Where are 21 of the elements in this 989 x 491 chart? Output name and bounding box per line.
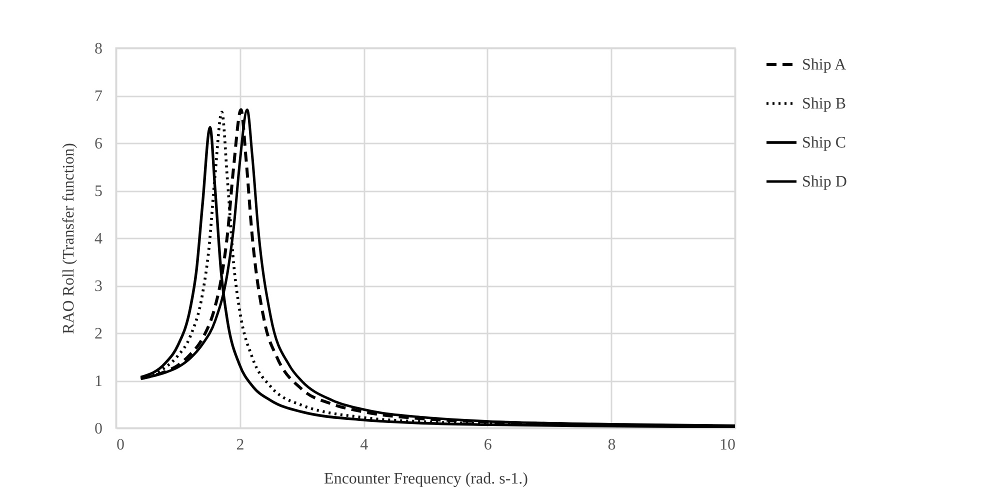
y-tick-label: 6	[94, 136, 102, 152]
x-tick-label: 4	[360, 436, 368, 454]
legend-label: Ship B	[802, 96, 846, 112]
x-axis-title: Encounter Frequency (rad. s-1.)	[324, 470, 528, 488]
y-tick-label: 0	[94, 420, 102, 438]
legend-label: Ship C	[802, 134, 846, 152]
x-tick-label: 10	[720, 436, 736, 454]
y-tick-label: 8	[94, 40, 102, 58]
y-tick-label: 7	[94, 88, 102, 105]
x-tick-label: 8	[608, 436, 616, 454]
y-tick-label: 5	[94, 183, 102, 200]
x-tick-label: 2	[236, 436, 244, 454]
y-tick-label: 1	[94, 373, 102, 390]
x-tick-label: 0	[116, 436, 124, 454]
legend-label: Ship A	[802, 56, 846, 74]
y-tick-label: 3	[94, 278, 102, 295]
legend-label: Ship D	[802, 174, 847, 190]
y-tick-label: 4	[94, 230, 102, 248]
x-tick-label: 6	[484, 436, 492, 454]
y-axis-title: RAO Roll (Transfer function)	[60, 143, 78, 334]
y-tick-label: 2	[94, 326, 102, 342]
